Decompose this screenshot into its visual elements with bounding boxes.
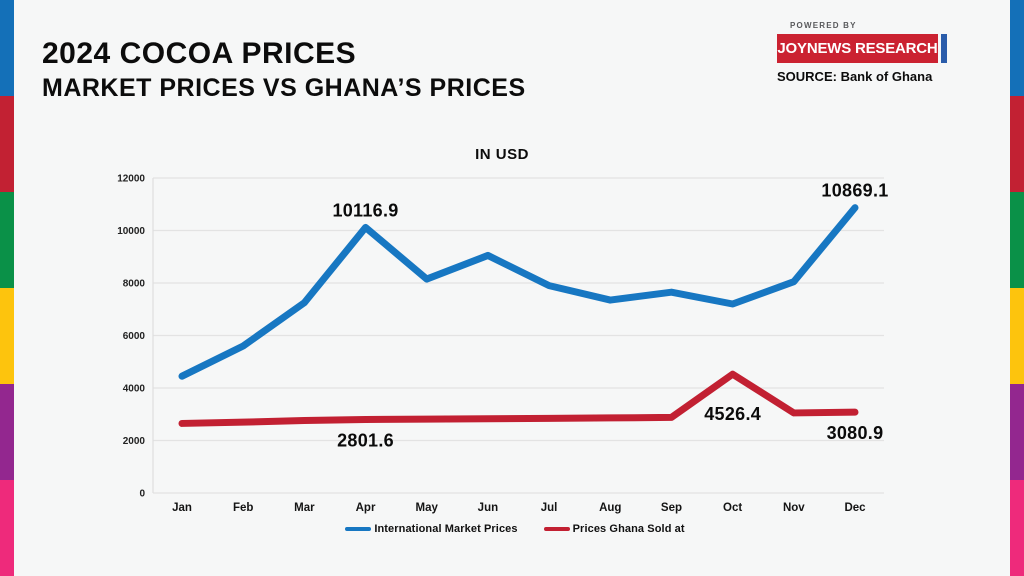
x-axis-label-dec: Dec — [844, 502, 866, 514]
data-label-4526.4: 4526.4 — [704, 404, 761, 424]
legend-swatch-1 — [543, 527, 570, 531]
rainbow-segment-3 — [1010, 288, 1024, 384]
x-axis-label-aug: Aug — [599, 502, 621, 514]
x-axis-label-jan: Jan — [172, 502, 192, 514]
source-label: SOURCE: — [777, 69, 837, 84]
legend-item-0: International Market Prices — [345, 523, 518, 535]
page-title: 2024 COCOA PRICES — [42, 37, 357, 70]
source-value: Bank of Ghana — [836, 69, 933, 84]
x-axis-label-apr: Apr — [356, 502, 376, 514]
y-axis-label-4000: 4000 — [123, 384, 146, 395]
legend-label-0: International Market Prices — [374, 523, 518, 535]
rainbow-segment-1 — [0, 96, 14, 192]
chart-legend: International Market Prices Prices Ghana … — [90, 520, 940, 538]
rainbow-segment-2 — [0, 192, 14, 288]
y-axis-label-0: 0 — [139, 489, 145, 500]
logo-accent-bar — [941, 34, 947, 63]
legend-item-1: Prices Ghana Sold at — [543, 523, 685, 535]
rainbow-segment-3 — [0, 288, 14, 384]
y-axis-label-2000: 2000 — [123, 436, 146, 447]
y-axis-label-8000: 8000 — [123, 279, 146, 290]
joynews-logo-box: JOYNEWS RESEARCH — [777, 34, 938, 63]
data-label-2801.6: 2801.6 — [337, 430, 394, 450]
x-axis-label-nov: Nov — [783, 502, 805, 514]
page-subtitle: MARKET PRICES VS GHANA’S PRICES — [42, 73, 526, 102]
series-line-0 — [178, 204, 859, 380]
branding-block: POWERED BY JOYNEWS RESEARCH SOURCE: Bank… — [777, 21, 957, 84]
powered-by-label: POWERED BY — [790, 21, 857, 30]
x-axis-label-sep: Sep — [661, 502, 682, 514]
y-axis-label-10000: 10000 — [117, 226, 145, 237]
x-axis-label-jul: Jul — [541, 502, 558, 514]
rainbow-segment-1 — [1010, 96, 1024, 192]
chart-title: IN USD — [475, 146, 529, 163]
legend-swatch-0 — [345, 527, 372, 531]
rainbow-segment-4 — [1010, 384, 1024, 480]
left-rainbow-bar — [0, 0, 14, 576]
rainbow-segment-0 — [1010, 0, 1024, 96]
header: 2024 COCOA PRICES MARKET PRICES VS GHANA… — [42, 38, 526, 102]
rainbow-segment-5 — [1010, 480, 1024, 576]
rainbow-segment-5 — [0, 480, 14, 576]
series-line-1 — [178, 370, 859, 427]
x-axis-label-mar: Mar — [294, 502, 315, 514]
source-line: SOURCE: Bank of Ghana — [777, 69, 957, 84]
x-axis-label-jun: Jun — [478, 502, 498, 514]
rainbow-segment-2 — [1010, 192, 1024, 288]
rainbow-segment-0 — [0, 0, 14, 96]
joynews-logo: JOYNEWS RESEARCH — [777, 34, 957, 63]
data-label-10869.1: 10869.1 — [821, 181, 888, 201]
x-axis-label-oct: Oct — [723, 502, 742, 514]
price-line-chart: 0 2000 4000 6000 8000 10000 12000 Jan Feb Mar Apr M… — [117, 174, 888, 515]
x-axis-label-may: May — [416, 502, 439, 514]
right-rainbow-bar — [1010, 0, 1024, 576]
y-axis-label-6000: 6000 — [123, 331, 146, 342]
rainbow-segment-4 — [0, 384, 14, 480]
y-axis-label-12000: 12000 — [117, 174, 145, 185]
legend-label-1: Prices Ghana Sold at — [572, 523, 685, 535]
x-axis-label-feb: Feb — [233, 502, 253, 514]
data-label-3080.9: 3080.9 — [827, 423, 884, 443]
data-label-10116.9: 10116.9 — [332, 200, 398, 220]
